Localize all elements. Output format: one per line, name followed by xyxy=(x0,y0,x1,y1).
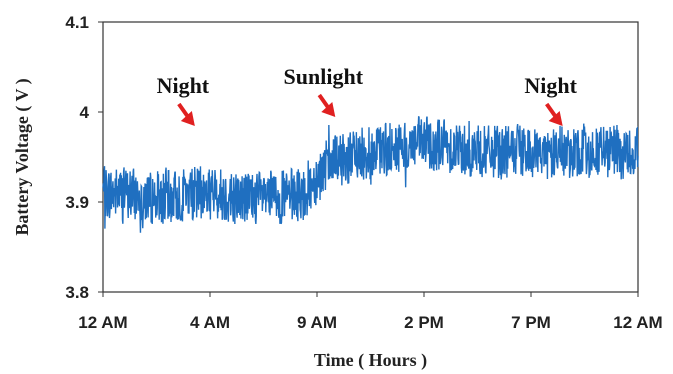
y-axis-ticks: 3.8 3.9 4 4.1 xyxy=(65,13,103,302)
x-tick-label: 2 PM xyxy=(404,313,444,332)
annotations: Night Sunlight Night xyxy=(157,64,578,126)
annotation-arrow-head xyxy=(548,111,563,126)
x-axis-ticks: 12 AM 4 AM 9 AM 2 PM 7 PM 12 AM xyxy=(78,292,663,332)
annotation-arrow-head xyxy=(321,102,336,117)
x-tick-label: 12 AM xyxy=(613,313,662,332)
x-tick-label: 12 AM xyxy=(78,313,127,332)
x-axis-title: Time ( Hours ) xyxy=(314,350,427,371)
y-tick-label: 3.8 xyxy=(65,283,89,302)
annotation-label: Night xyxy=(524,73,577,98)
x-tick-label: 4 AM xyxy=(190,313,230,332)
x-tick-label: 9 AM xyxy=(297,313,337,332)
annotation-label: Sunlight xyxy=(284,64,364,89)
x-tick-label: 7 PM xyxy=(511,313,551,332)
y-tick-label: 4.1 xyxy=(65,13,89,32)
voltage-series-line xyxy=(102,115,639,233)
y-tick-label: 4 xyxy=(80,103,90,122)
annotation-arrow-head xyxy=(180,111,195,126)
y-tick-label: 3.9 xyxy=(65,193,89,212)
plot-area xyxy=(102,21,639,293)
y-axis-title: Battery Voltage ( V ) xyxy=(12,78,33,235)
annotation-label: Night xyxy=(157,73,210,98)
